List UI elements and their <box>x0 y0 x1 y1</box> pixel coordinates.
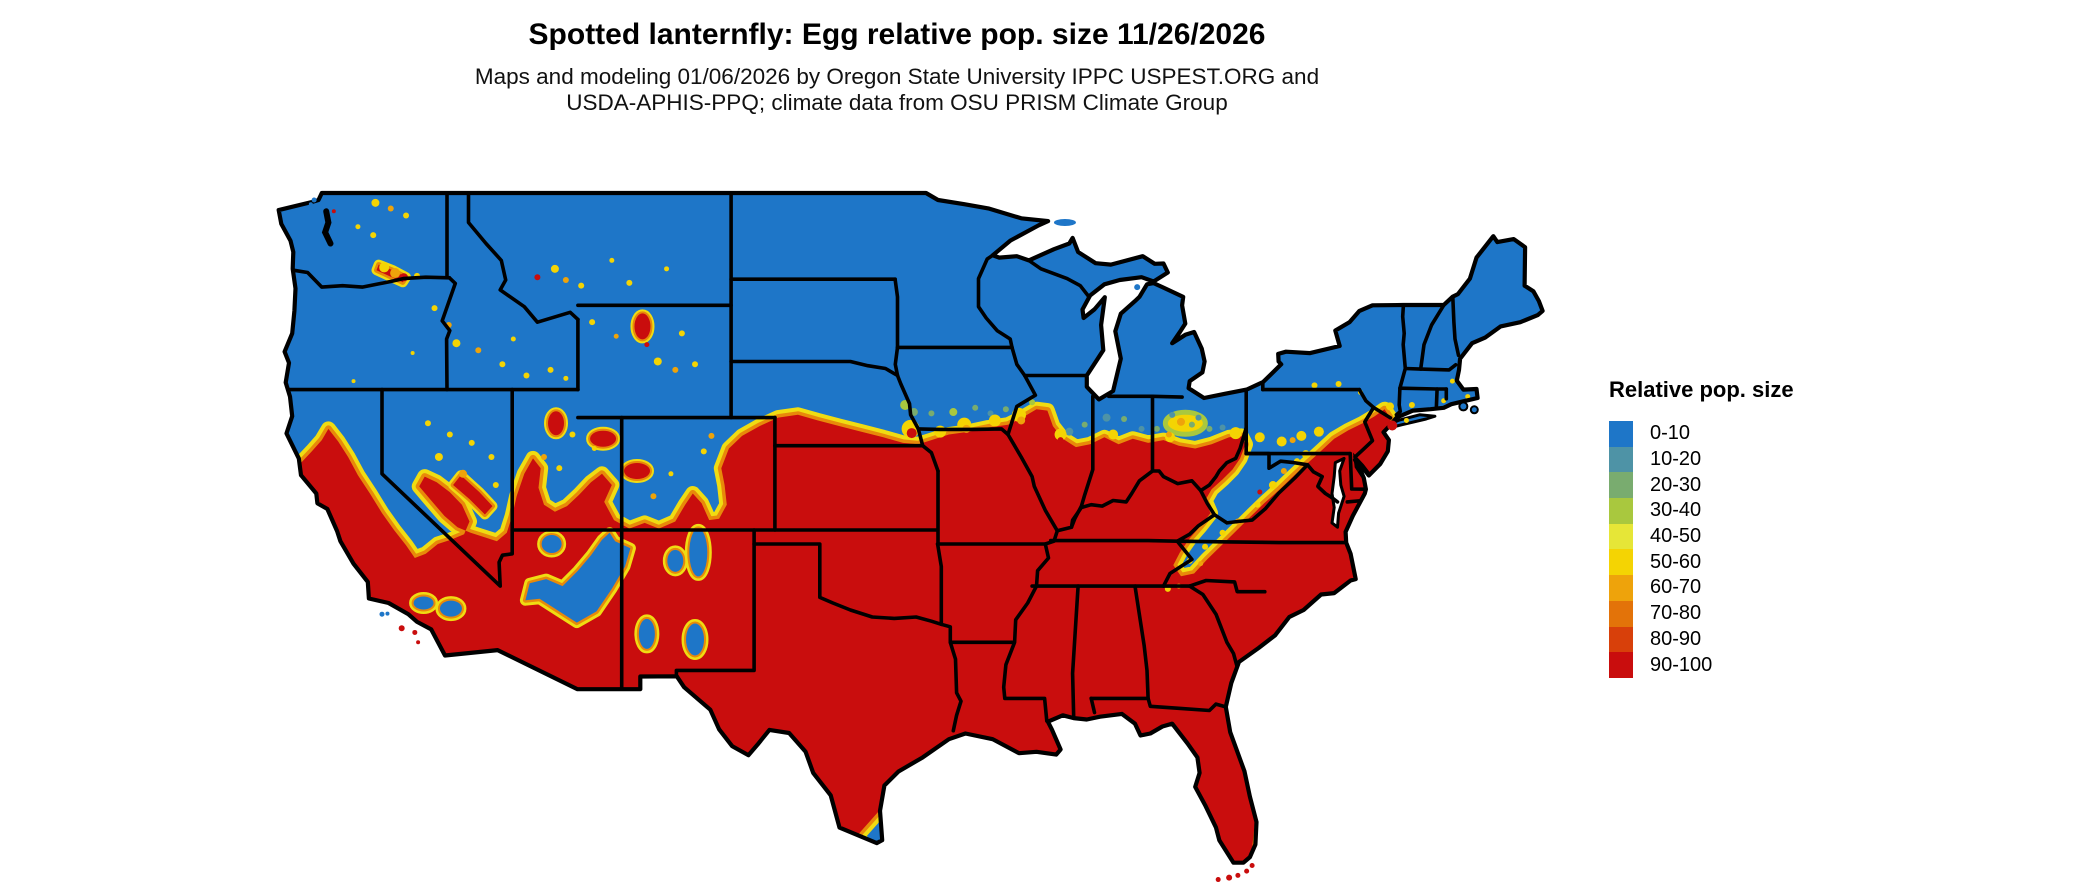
legend-swatch-20-30 <box>1609 472 1633 499</box>
legend-swatch-90-100 <box>1609 652 1633 678</box>
legend-label: 90-100 <box>1650 653 1713 676</box>
legend-item: 30-40 <box>1609 498 1794 524</box>
legend-item: 70-80 <box>1609 600 1794 627</box>
legend-label: 60-70 <box>1650 576 1702 599</box>
legend-swatch-70-80 <box>1609 600 1633 627</box>
legend-item: 10-20 <box>1609 446 1794 473</box>
legend: Relative pop. size 0-10 10-20 20-30 30-4… <box>1609 377 1794 678</box>
legend-label: 20-30 <box>1650 473 1702 496</box>
legend-label: 70-80 <box>1650 602 1702 625</box>
legend-label: 10-20 <box>1650 448 1702 471</box>
figure-subtitle: Maps and modeling 01/06/2026 by Oregon S… <box>0 64 1794 116</box>
legend-title: Relative pop. size <box>1609 377 1794 402</box>
legend-label: 30-40 <box>1650 499 1702 522</box>
legend-item: 40-50 <box>1609 523 1794 550</box>
page-title: Spotted lanternfly: Egg relative pop. si… <box>528 18 1266 51</box>
legend-swatch-60-70 <box>1609 575 1633 601</box>
legend-item: 0-10 <box>1609 421 1794 447</box>
legend-label: 50-60 <box>1650 550 1702 573</box>
legend-swatch-80-90 <box>1609 626 1633 653</box>
figure-header: Spotted lanternfly: Egg relative pop. si… <box>0 0 1794 116</box>
legend-item: 90-100 <box>1609 652 1794 678</box>
legend-item: 80-90 <box>1609 626 1794 653</box>
legend-item: 20-30 <box>1609 472 1794 499</box>
legend-label: 80-90 <box>1650 627 1702 650</box>
legend-swatch-30-40 <box>1609 498 1633 524</box>
legend-swatch-10-20 <box>1609 446 1633 473</box>
subtitle-line-2: USDA-APHIS-PPQ; climate data from OSU PR… <box>566 90 1228 115</box>
subtitle-line-1: Maps and modeling 01/06/2026 by Oregon S… <box>474 64 1320 89</box>
legend-label: 0-10 <box>1650 422 1691 445</box>
legend-swatch-0-10 <box>1609 421 1633 447</box>
legend-item: 60-70 <box>1609 575 1794 601</box>
legend-swatch-40-50 <box>1609 523 1633 550</box>
legend-item: 50-60 <box>1609 549 1794 576</box>
legend-swatch-50-60 <box>1609 549 1633 576</box>
legend-label: 40-50 <box>1650 525 1702 548</box>
